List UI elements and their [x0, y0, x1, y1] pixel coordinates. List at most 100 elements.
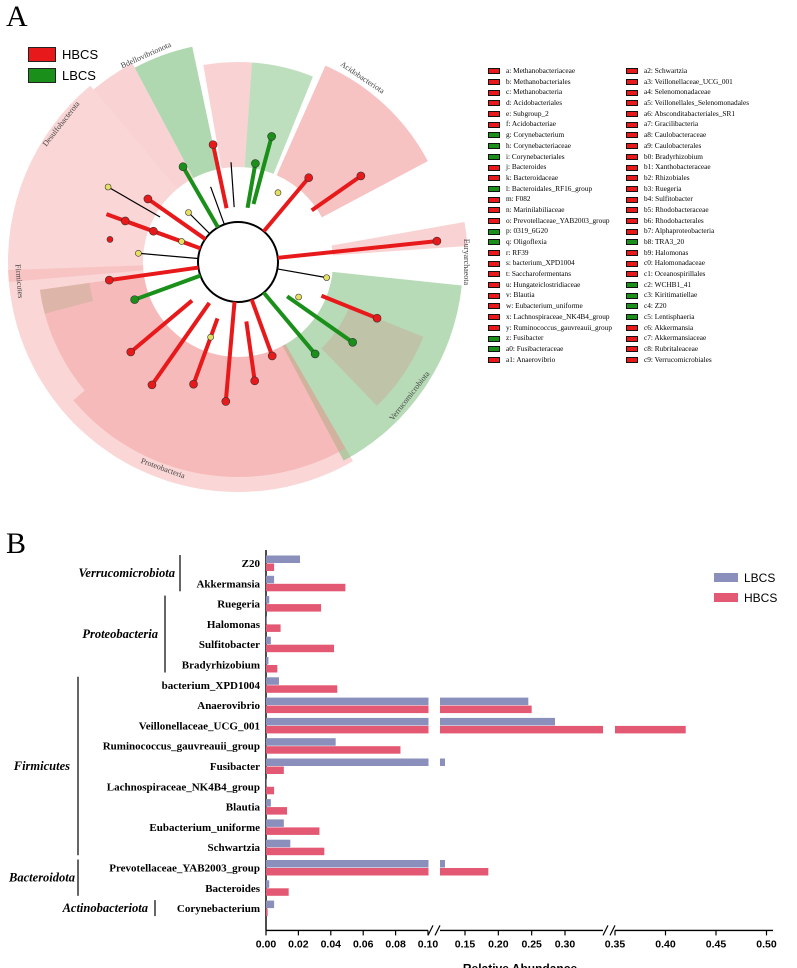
bar-hbcs-cont [440, 725, 603, 734]
taxon-swatch [488, 260, 500, 267]
taxon-swatch [488, 185, 500, 192]
clade-sector [203, 61, 252, 169]
taxon-label: b6: Rhodobacterales [644, 215, 704, 225]
taxon-entry: a4: Selenomonadaceae [626, 87, 749, 98]
taxon-label: b1: Xanthobacteraceae [644, 162, 711, 172]
taxon-entry: b8: TRA3_20 [626, 237, 749, 248]
taxon-label: c6: Akkermansia [644, 322, 694, 332]
bar-hbcs [266, 868, 429, 876]
taxon-label: c2: WCHB1_41 [644, 279, 692, 289]
legend-hbcs-label: HBCS [744, 591, 777, 605]
taxon-swatch [626, 185, 638, 192]
taxon-label: x: Lachnospiraceae_NK4B4_group [506, 311, 610, 321]
taxon-label: c4: Z20 [644, 301, 667, 311]
taxon-label: w: Eubacterium_uniforme [506, 301, 583, 311]
x-tick-label: 0.00 [256, 938, 277, 950]
taxon-entry: u: Hungateiclostridiaceae [488, 280, 612, 291]
bar-lbcs [266, 596, 270, 604]
taxon-entry: b5: Rhodobacteraceae [626, 205, 749, 216]
clade-sector [39, 282, 94, 314]
bar-hbcs [266, 847, 325, 856]
cladogram-branch [245, 163, 258, 209]
taxon-label: c3: Kiritimatiellae [644, 290, 698, 300]
category-label: Halomonas [207, 619, 261, 631]
taxon-label: b4: Sulfitobacter [644, 194, 693, 204]
taxon-entry: o: Prevotellaceae_YAB2003_group [488, 216, 612, 227]
cladogram-node [126, 347, 136, 357]
cladogram-node [104, 183, 112, 191]
taxon-label: g: Corynebacterium [506, 130, 565, 140]
bar-hbcs [266, 908, 268, 917]
taxon-swatch [488, 335, 500, 342]
bar-hbcs [266, 888, 289, 896]
category-label: bacterium_XPD1004 [162, 680, 261, 692]
cladogram-node [208, 140, 218, 149]
category-label: Schwartzia [207, 842, 260, 854]
taxon-label: s: bacterium_XPD1004 [506, 258, 575, 268]
taxon-label: a0: Fusibacteraceae [506, 343, 564, 353]
taxon-swatch [626, 143, 638, 150]
cladogram-branch [188, 212, 211, 235]
taxon-label: z: Fusibacter [506, 333, 544, 343]
taxon-label: n: Marinilabiliaceae [506, 204, 565, 214]
taxon-entry: b9: Halomonas [626, 248, 749, 259]
category-label: Prevotellaceae_YAB2003_group [109, 863, 260, 875]
bar-lbcs [266, 657, 269, 665]
cladogram-branch [262, 176, 311, 233]
cladogram-node [304, 173, 314, 183]
taxon-entry: c6: Akkermansia [626, 323, 749, 334]
taxon-swatch [488, 121, 500, 128]
taxon-swatch [626, 239, 638, 246]
group-label: Verrucomicrobiota [78, 566, 175, 580]
bar-lbcs-cont [440, 860, 445, 868]
taxon-label: b: Methanobacteriales [506, 76, 571, 86]
taxon-entry: b6: Rhodobacterales [626, 216, 749, 227]
cladogram-node [267, 351, 277, 361]
cladogram-node [178, 162, 188, 172]
bar-lbcs [266, 677, 279, 685]
cladogram-branch [277, 268, 327, 279]
cladogram-node [149, 226, 158, 236]
taxon-swatch [626, 121, 638, 128]
bar-lbcs [266, 616, 267, 624]
category-label: Lachnospiraceae_NK4B4_group [107, 781, 260, 793]
taxon-label: c1: Oceanospirillales [644, 269, 706, 279]
taxon-label: c7: Akkermansiaceae [644, 333, 707, 343]
bar-lbcs [266, 819, 284, 827]
category-label: Ruminococcus_gauvreauii_group [103, 741, 260, 753]
cladogram-branch [251, 135, 274, 205]
cladogram-node [143, 194, 153, 204]
taxon-swatch [626, 335, 638, 342]
taxon-entry: z: Fusibacter [488, 333, 612, 344]
taxon-label: q: Oligoflexia [506, 237, 547, 246]
taxon-swatch [488, 100, 500, 107]
taxon-label: b7: Alphaproteobacteria [644, 226, 715, 236]
taxon-swatch [626, 271, 638, 278]
taxon-entry: d: Acidobacteriales [488, 98, 612, 109]
clade-sector [73, 323, 346, 478]
taxon-label: b0: Bradyrhizobium [644, 151, 703, 161]
cladogram-branch [223, 301, 237, 402]
group-label: Proteobacteria [82, 627, 158, 641]
taxon-swatch [626, 153, 638, 160]
taxon-swatch [626, 68, 638, 75]
bar-lbcs [266, 758, 429, 766]
taxon-entry: c5: Lentisphaeria [626, 312, 749, 323]
taxon-entry: q: Oligoflexia [488, 237, 612, 248]
taxon-label: m: F082 [506, 194, 531, 204]
category-label: Eubacterium_uniforme [149, 822, 260, 834]
taxon-entry: a7: Gracilibacteria [626, 119, 749, 130]
taxon-entry: a3: Veillonellaceae_UCG_001 [626, 77, 749, 88]
bar-hbcs [266, 665, 278, 673]
clade-sector [93, 63, 194, 190]
taxon-swatch [626, 314, 638, 321]
bar-lbcs [266, 880, 270, 888]
taxon-swatch [488, 111, 500, 118]
cladogram-node [432, 236, 442, 246]
legend-hbcs: HBCS [28, 44, 98, 65]
taxon-entry: x: Lachnospiraceae_NK4B4_group [488, 312, 612, 323]
taxon-entry: r: RF39 [488, 248, 612, 259]
bar-hbcs [266, 827, 320, 835]
cladogram-node [250, 376, 260, 386]
taxon-entry: v: Blautia [488, 290, 612, 301]
